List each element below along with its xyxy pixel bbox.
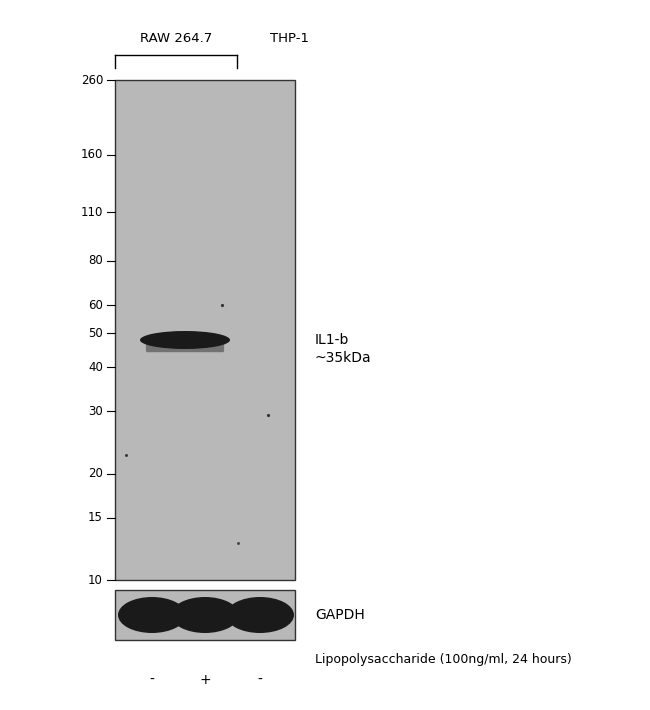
- Text: ~35kDa: ~35kDa: [315, 351, 372, 365]
- Text: GAPDH: GAPDH: [315, 608, 365, 622]
- Ellipse shape: [118, 597, 186, 633]
- Text: 110: 110: [81, 205, 103, 219]
- Text: 50: 50: [88, 327, 103, 339]
- Ellipse shape: [171, 597, 239, 633]
- Ellipse shape: [140, 331, 230, 349]
- Ellipse shape: [226, 597, 294, 633]
- Text: 160: 160: [81, 148, 103, 161]
- Text: 10: 10: [88, 574, 103, 586]
- Text: 20: 20: [88, 467, 103, 480]
- Text: -: -: [150, 673, 155, 687]
- Text: -: -: [257, 673, 263, 687]
- Text: 15: 15: [88, 511, 103, 524]
- Text: 260: 260: [81, 74, 103, 87]
- Text: 30: 30: [88, 405, 103, 418]
- FancyBboxPatch shape: [146, 342, 224, 352]
- Text: 80: 80: [88, 254, 103, 268]
- Text: IL1-b: IL1-b: [315, 333, 350, 347]
- Text: RAW 264.7: RAW 264.7: [140, 31, 212, 45]
- Text: 60: 60: [88, 298, 103, 312]
- Text: 40: 40: [88, 361, 103, 373]
- Bar: [115, 80, 295, 580]
- Text: THP-1: THP-1: [270, 31, 309, 45]
- Text: +: +: [199, 673, 211, 687]
- Bar: [115, 590, 295, 640]
- Text: Lipopolysaccharide (100ng/ml, 24 hours): Lipopolysaccharide (100ng/ml, 24 hours): [315, 653, 572, 667]
